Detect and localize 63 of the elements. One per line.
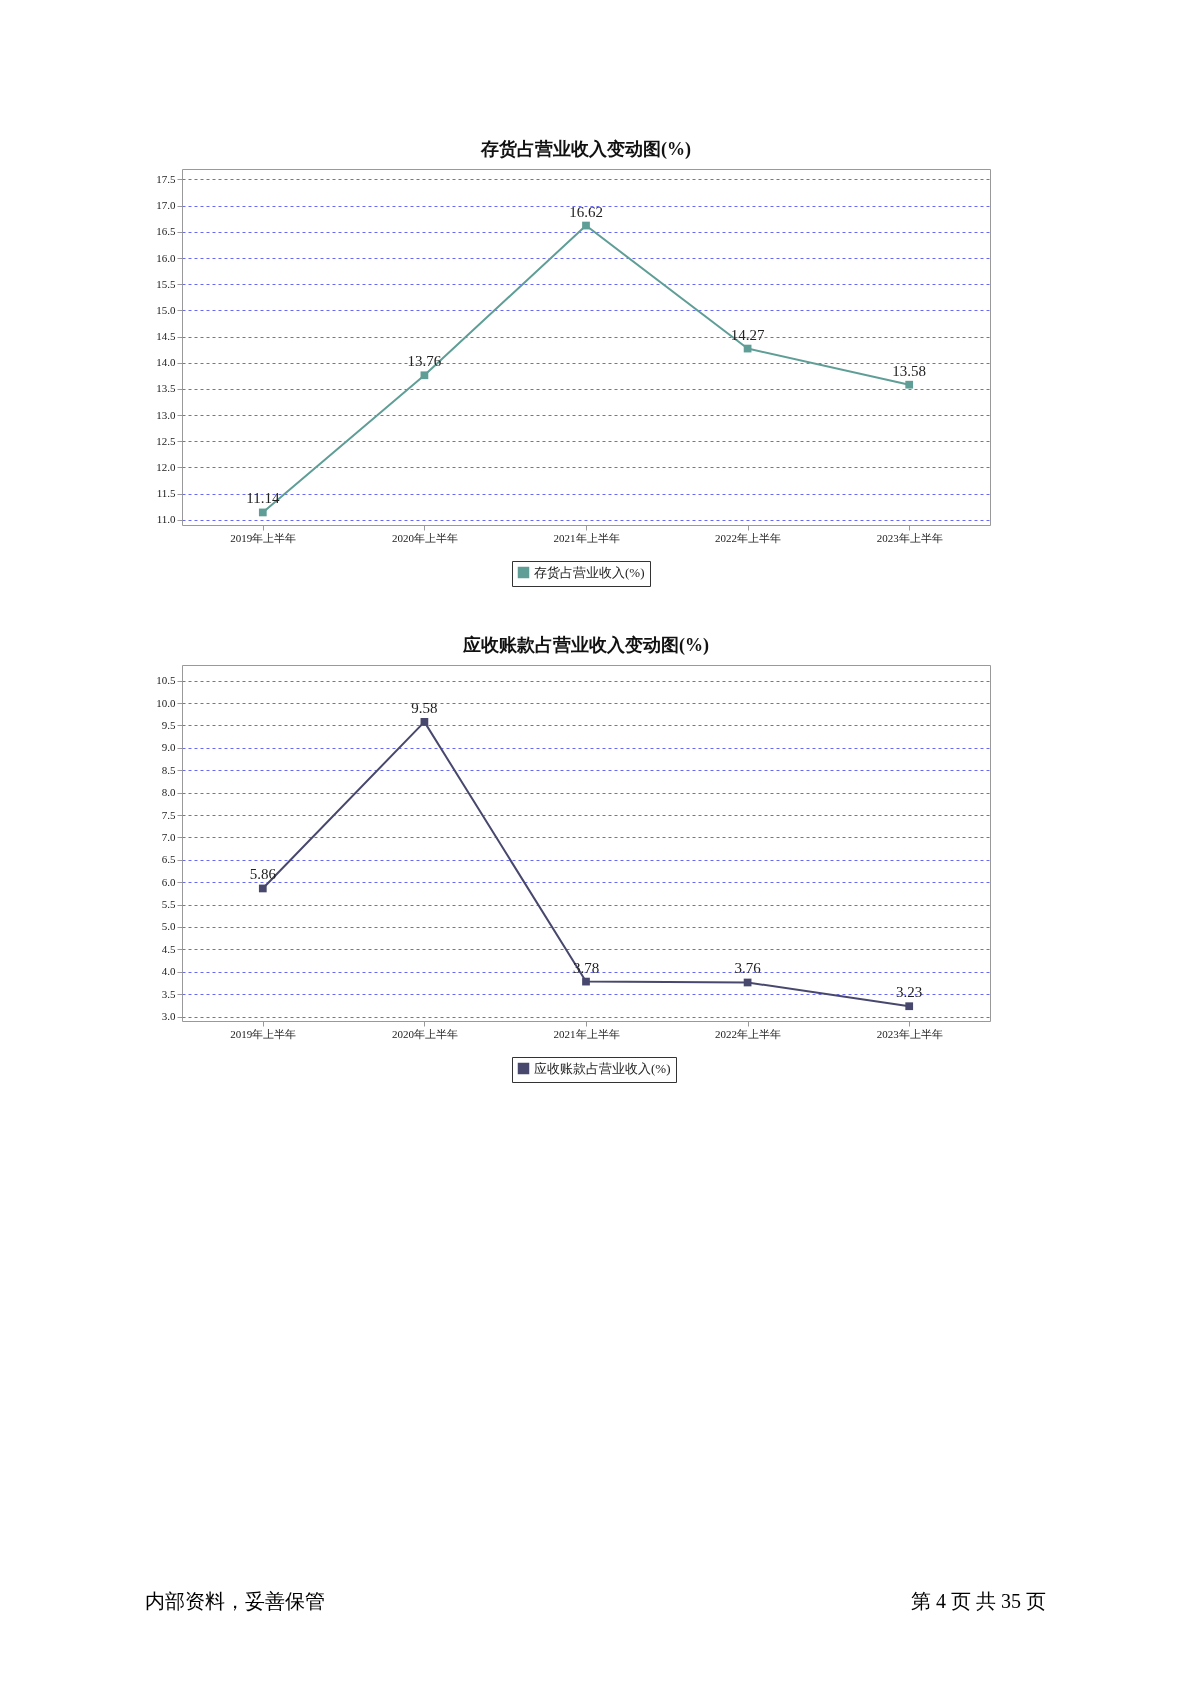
chart-title: 应收账款占营业收入变动图(%): [462, 635, 709, 656]
text: 第 4 页 共 35 页: [911, 1589, 1046, 1614]
point: [258, 884, 267, 893]
y-tick-label: 5.0: [161, 920, 176, 933]
chart-title: 存货占营业收入变动图(%): [480, 139, 691, 160]
x-tick-label: 2021年上半年: [553, 1027, 620, 1040]
y-tick-label: 4.5: [161, 942, 176, 955]
y-tick-label: 6.5: [161, 853, 176, 866]
point: [258, 508, 267, 517]
data-label: 11.14: [246, 490, 280, 507]
y-tick-label: 3.5: [161, 987, 176, 1000]
y-tick-label: 8.0: [161, 786, 176, 799]
x-tick-label: 2022年上半年: [715, 531, 782, 544]
y-tick-label: 15.5: [156, 277, 176, 290]
y-tick-label: 10.0: [156, 696, 176, 709]
y-tick-label: 13.0: [156, 408, 176, 421]
x-tick-label: 2023年上半年: [876, 531, 943, 544]
y-tick-label: 6.0: [161, 875, 176, 888]
point: [582, 977, 590, 986]
x-tick-label: 2020年上半年: [391, 531, 458, 544]
data-label: 13.58: [892, 362, 927, 379]
point: [582, 221, 590, 230]
point: [420, 371, 429, 380]
y-tick-label: 16.5: [156, 225, 176, 238]
data-label: 9.58: [411, 699, 438, 716]
y-tick-label: 9.0: [161, 741, 176, 754]
y-tick-label: 10.5: [156, 674, 176, 687]
y-tick-label: 8.5: [161, 763, 176, 776]
point: [905, 1002, 914, 1011]
y-tick-label: 5.5: [161, 898, 176, 911]
x-tick-label: 2019年上半年: [230, 1027, 297, 1040]
y-tick-label: 15.0: [156, 303, 176, 316]
data-label: 16.62: [569, 203, 603, 220]
y-tick-label: 7.0: [161, 830, 176, 843]
legend-label: 存货占营业收入(%): [534, 564, 645, 580]
y-tick-label: 13.5: [156, 382, 176, 395]
data-label: 13.76: [407, 353, 442, 370]
data-label: 3.23: [896, 984, 923, 1001]
text: 内部资料，妥善保管: [145, 1589, 325, 1614]
y-tick-label: 11.0: [156, 513, 176, 526]
x-tick-label: 2019年上半年: [230, 531, 297, 544]
x-tick-label: 2023年上半年: [876, 1027, 943, 1040]
y-tick-label: 12.5: [156, 434, 176, 447]
y-tick-label: 14.5: [156, 330, 176, 343]
data-label: 3.76: [734, 960, 762, 977]
legend-label: 应收账款占营业收入(%): [534, 1060, 671, 1076]
x-tick-label: 2021年上半年: [553, 531, 620, 544]
y-tick-label: 4.0: [161, 965, 176, 978]
y-tick-label: 12.0: [156, 460, 176, 473]
y-tick-label: 9.5: [161, 718, 176, 731]
point: [420, 718, 429, 726]
data-label: 5.86: [249, 866, 277, 883]
y-tick-label: 3.0: [161, 1010, 176, 1023]
x-tick-label: 2020年上半年: [391, 1027, 458, 1040]
y-tick-label: 11.5: [156, 487, 176, 500]
point: [905, 380, 914, 389]
y-tick-label: 17.0: [156, 199, 176, 212]
y-tick-label: 14.0: [156, 356, 176, 369]
y-tick-label: 16.0: [156, 251, 176, 264]
data-label: 14.27: [730, 326, 765, 343]
x-tick-label: 2022年上半年: [715, 1027, 782, 1040]
y-tick-label: 7.5: [161, 808, 176, 821]
y-tick-label: 17.5: [156, 172, 176, 185]
